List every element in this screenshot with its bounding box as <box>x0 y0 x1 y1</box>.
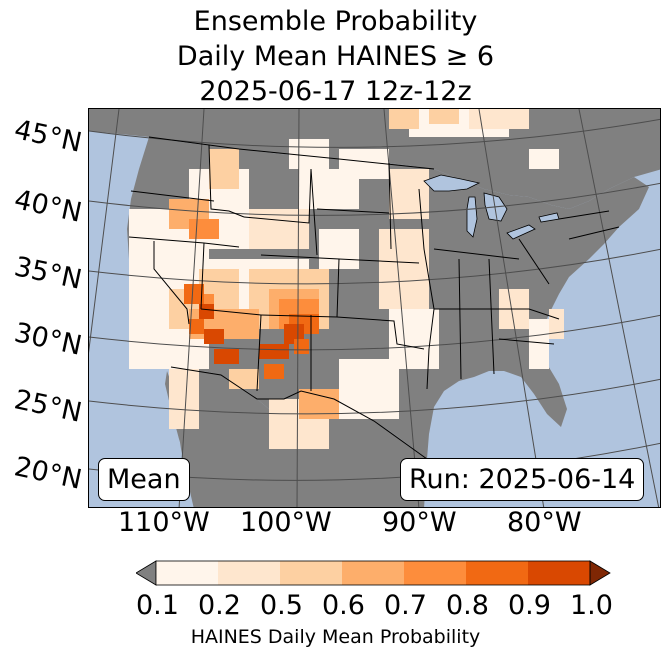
border-ut-az <box>200 308 262 316</box>
probability-cell <box>264 364 284 379</box>
border-ne <box>558 210 620 240</box>
lon-label-90: 90°W <box>382 507 457 538</box>
colorbar-segment <box>342 561 404 585</box>
probability-cell <box>189 319 204 334</box>
lon-label-100: 100°W <box>240 507 332 538</box>
border-midwest <box>433 248 529 380</box>
lat-label-30: 30°N <box>11 317 85 362</box>
probability-cell <box>229 369 259 389</box>
border-tx-ok <box>336 316 425 350</box>
colorbar-tick-7: 1.0 <box>570 590 613 621</box>
mean-label-box: Mean <box>98 458 190 501</box>
gridline-lon-100 <box>296 109 300 507</box>
colorbar-outline <box>155 560 591 586</box>
colorbar-segment <box>218 561 280 585</box>
lat-label-45: 45°N <box>11 114 85 159</box>
colorbar-segment <box>466 561 528 585</box>
border-ca-nv <box>153 241 190 325</box>
probability-cell <box>189 219 219 239</box>
probability-cell <box>529 149 559 169</box>
probability-cell <box>169 369 199 429</box>
probability-cell <box>469 109 529 129</box>
border-plains <box>310 162 420 264</box>
graticule <box>89 109 660 507</box>
probability-cell <box>209 149 239 189</box>
colorbar-tick-3: 0.6 <box>322 590 365 621</box>
colorbar-tick-4: 0.7 <box>384 590 427 621</box>
probability-cell <box>204 294 214 304</box>
border-mt-wy <box>243 168 312 224</box>
border-wa-or <box>130 190 215 202</box>
probability-cell <box>289 139 329 169</box>
colorbar-segment <box>156 561 218 585</box>
map-subtitle: Daily Mean HAINES ≥ 6 <box>176 41 495 72</box>
lat-label-25: 25°N <box>11 384 85 429</box>
border-az-nm <box>256 314 262 392</box>
colorbar-under-arrow <box>136 560 157 586</box>
colorbar-segment <box>404 561 466 585</box>
probability-cell <box>529 319 549 369</box>
probability-cell <box>199 304 214 319</box>
lat-label-40: 40°N <box>11 184 85 229</box>
gridline-lat-40 <box>89 182 660 216</box>
colorbar-tick-2: 0.5 <box>260 590 303 621</box>
colorbar-segment <box>280 561 342 585</box>
gridline-lat-25 <box>89 378 660 415</box>
probability-cell <box>379 229 429 309</box>
lat-label-20: 20°N <box>11 451 85 496</box>
probability-cell <box>339 359 399 419</box>
colorbar-segment <box>528 561 590 585</box>
state-borders <box>128 136 620 460</box>
gridline-lon-120 <box>89 109 120 354</box>
gridline-lat-30 <box>89 314 660 351</box>
lat-label-35: 35°N <box>11 251 85 296</box>
gridline-lon-70 <box>578 109 660 507</box>
probability-cell <box>389 169 429 219</box>
map-title: Ensemble Probability <box>193 6 478 37</box>
gridline-lat-35 <box>89 248 660 285</box>
gridline-lon-110 <box>178 109 205 507</box>
probability-cell <box>389 109 419 129</box>
probability-cell <box>299 169 359 209</box>
border-id-mt <box>208 144 245 218</box>
lon-label-110: 110°W <box>118 507 210 538</box>
probability-cell <box>429 109 459 124</box>
lake-erie <box>506 224 536 240</box>
map-panel <box>88 108 661 508</box>
border-nv-ut <box>200 242 205 310</box>
probability-cell <box>204 329 224 344</box>
border-east <box>498 238 560 345</box>
probability-cell <box>214 349 239 364</box>
colorbar-tick-6: 0.9 <box>508 590 551 621</box>
run-date-box: Run: 2025-06-14 <box>400 458 645 501</box>
border-us-mexico <box>170 366 428 460</box>
probability-cell <box>549 309 564 339</box>
map-date: 2025-06-17 12z-12z <box>199 76 472 107</box>
colorbar-title: HAINES Daily Mean Probability <box>190 626 481 648</box>
lon-label-80: 80°W <box>507 507 582 538</box>
lake-superior <box>423 174 481 192</box>
colorbar-tick-5: 0.8 <box>446 590 489 621</box>
map-canvas <box>89 109 660 507</box>
colorbar-tick-1: 0.2 <box>198 590 241 621</box>
probability-cell <box>219 309 259 339</box>
colorbar-over-arrow <box>589 560 611 586</box>
colorbar <box>136 560 611 586</box>
gridline-lon-90 <box>383 109 420 507</box>
probability-cell <box>299 389 339 419</box>
probability-cell <box>294 339 309 354</box>
colorbar-tick-0: 0.1 <box>136 590 179 621</box>
border-49th-parallel <box>148 136 435 170</box>
probability-cell <box>184 284 204 304</box>
border-co <box>260 254 340 318</box>
probability-cell <box>259 344 289 359</box>
